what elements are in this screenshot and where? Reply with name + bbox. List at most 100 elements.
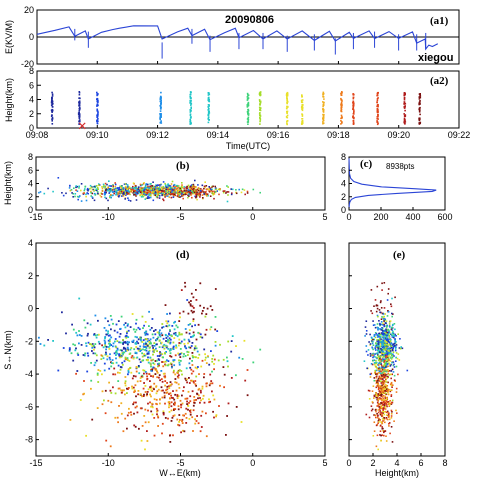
source-point (382, 334, 384, 337)
source-point (195, 190, 198, 192)
source-point (114, 187, 117, 190)
source-point (378, 322, 381, 325)
cross-marker (78, 122, 86, 130)
source-point (301, 95, 303, 98)
source-point (147, 409, 149, 412)
source-point (192, 296, 195, 299)
source-point (189, 413, 192, 416)
source-point (143, 189, 145, 192)
source-point (89, 184, 92, 187)
source-point (144, 338, 147, 340)
source-point (174, 190, 176, 192)
source-point (386, 400, 388, 402)
source-point (246, 104, 249, 106)
source-point (197, 323, 200, 326)
source-point (96, 97, 99, 100)
source-point (173, 193, 175, 196)
source-point (217, 188, 220, 191)
source-point (379, 336, 382, 338)
source-point (403, 98, 406, 101)
source-point (378, 309, 381, 311)
source-point (87, 341, 90, 344)
source-point (158, 195, 161, 197)
source-point (97, 333, 100, 336)
source-point (156, 355, 159, 357)
source-point (340, 104, 343, 107)
source-point (51, 103, 54, 106)
source-point (372, 352, 375, 355)
source-point (379, 362, 382, 364)
source-point (340, 94, 343, 96)
source-point (155, 190, 158, 193)
source-point (374, 348, 377, 350)
source-point (419, 93, 421, 95)
source-point (159, 188, 162, 190)
source-point (187, 338, 190, 341)
source-point (387, 340, 389, 343)
source-point (138, 372, 141, 375)
source-point (203, 306, 205, 309)
source-point (151, 406, 154, 409)
source-point (368, 390, 371, 392)
source-point (387, 414, 389, 417)
source-point (98, 184, 101, 186)
source-point (144, 408, 147, 411)
source-point (376, 94, 378, 97)
source-point (120, 185, 123, 187)
panel-d-label: (d) (176, 249, 190, 261)
source-point (382, 382, 384, 385)
source-point (134, 406, 137, 409)
source-point (173, 188, 176, 190)
source-point (115, 192, 118, 195)
source-point (118, 187, 120, 189)
source-point (79, 120, 81, 123)
source-point (377, 393, 380, 395)
source-point (182, 414, 184, 417)
source-point (106, 187, 109, 189)
source-point (123, 341, 125, 344)
source-point (375, 424, 378, 427)
source-point (376, 381, 378, 383)
source-point (380, 338, 382, 341)
source-point (186, 187, 188, 190)
source-point (193, 192, 195, 195)
source-point (390, 415, 393, 417)
source-point (168, 189, 171, 192)
source-point (375, 359, 377, 362)
source-point (219, 188, 221, 191)
source-point (169, 434, 171, 437)
source-point (162, 356, 164, 359)
source-point (116, 331, 119, 334)
source-point (162, 337, 165, 340)
source-point (167, 195, 169, 197)
source-point (246, 369, 249, 371)
source-point (96, 189, 98, 192)
source-point (161, 346, 164, 349)
source-point (80, 344, 83, 346)
source-point (376, 101, 378, 103)
source-point (200, 190, 202, 192)
source-point (399, 338, 401, 340)
source-point (383, 349, 386, 351)
source-point (111, 191, 114, 193)
source-point (382, 399, 385, 402)
ytick-label-a2: 6 (29, 80, 34, 90)
source-point (127, 323, 129, 326)
source-point (379, 301, 382, 304)
xtick-label-a2: 09:18 (327, 130, 350, 140)
source-point (77, 354, 80, 356)
source-point (178, 338, 181, 341)
source-point (112, 386, 114, 389)
source-point (149, 185, 152, 187)
source-point (192, 307, 195, 309)
source-point (78, 187, 80, 189)
source-point (375, 342, 378, 344)
source-point (373, 305, 375, 307)
source-point (147, 421, 150, 424)
source-point (103, 327, 106, 329)
source-point (162, 361, 165, 363)
source-point (170, 383, 173, 386)
source-point (96, 191, 99, 193)
source-point (385, 370, 388, 373)
source-point (152, 358, 155, 361)
